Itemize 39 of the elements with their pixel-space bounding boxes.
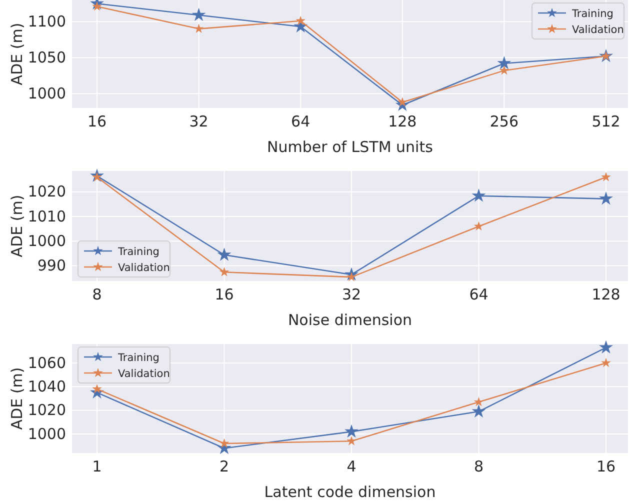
x-tick-label: 32 bbox=[342, 286, 362, 304]
y-tick-label: 1020 bbox=[28, 401, 66, 420]
x-tick-label: 2 bbox=[219, 458, 230, 476]
y-axis-title: ADE (m) bbox=[8, 194, 26, 258]
y-tick-label: 990 bbox=[37, 256, 66, 275]
legend-label: Training bbox=[117, 246, 160, 258]
y-tick-label: 1060 bbox=[28, 354, 66, 372]
x-tick-label: 8 bbox=[92, 286, 102, 304]
x-tick-label: 16 bbox=[596, 458, 616, 476]
y-tick-label: 1010 bbox=[28, 207, 66, 226]
x-tick-label: 16 bbox=[87, 112, 107, 131]
y-tick-label: 1100 bbox=[28, 12, 66, 30]
x-tick-label: 256 bbox=[490, 112, 519, 131]
legend-label: Training bbox=[571, 8, 614, 20]
y-tick-label: 1000 bbox=[28, 84, 66, 102]
y-tick-label: 1050 bbox=[28, 48, 66, 66]
x-tick-label: 128 bbox=[388, 112, 417, 131]
x-tick-label: 128 bbox=[592, 286, 620, 304]
x-tick-label: 1 bbox=[92, 458, 102, 476]
y-tick-label: 1000 bbox=[28, 232, 66, 250]
legend-label: Validation bbox=[118, 368, 170, 380]
x-axis-title: Latent code dimension bbox=[264, 483, 436, 501]
x-axis-title: Noise dimension bbox=[288, 311, 412, 329]
x-axis-title: Number of LSTM units bbox=[267, 138, 434, 156]
legend-label: Validation bbox=[572, 24, 624, 36]
y-tick-label: 1000 bbox=[28, 424, 66, 443]
x-tick-label: 16 bbox=[214, 286, 234, 304]
x-tick-label: 64 bbox=[469, 286, 488, 304]
x-tick-label: 512 bbox=[592, 112, 620, 131]
x-tick-label: 4 bbox=[346, 458, 356, 476]
y-axis-title: ADE (m) bbox=[8, 367, 26, 430]
legend-label: Validation bbox=[118, 262, 170, 274]
y-tick-label: 1020 bbox=[28, 182, 66, 201]
y-axis-title: ADE (m) bbox=[8, 22, 26, 86]
legend-label: Training bbox=[117, 352, 160, 364]
x-tick-label: 32 bbox=[189, 112, 208, 131]
x-tick-label: 64 bbox=[291, 112, 310, 131]
y-tick-label: 1040 bbox=[28, 377, 66, 396]
x-tick-label: 8 bbox=[474, 458, 484, 476]
